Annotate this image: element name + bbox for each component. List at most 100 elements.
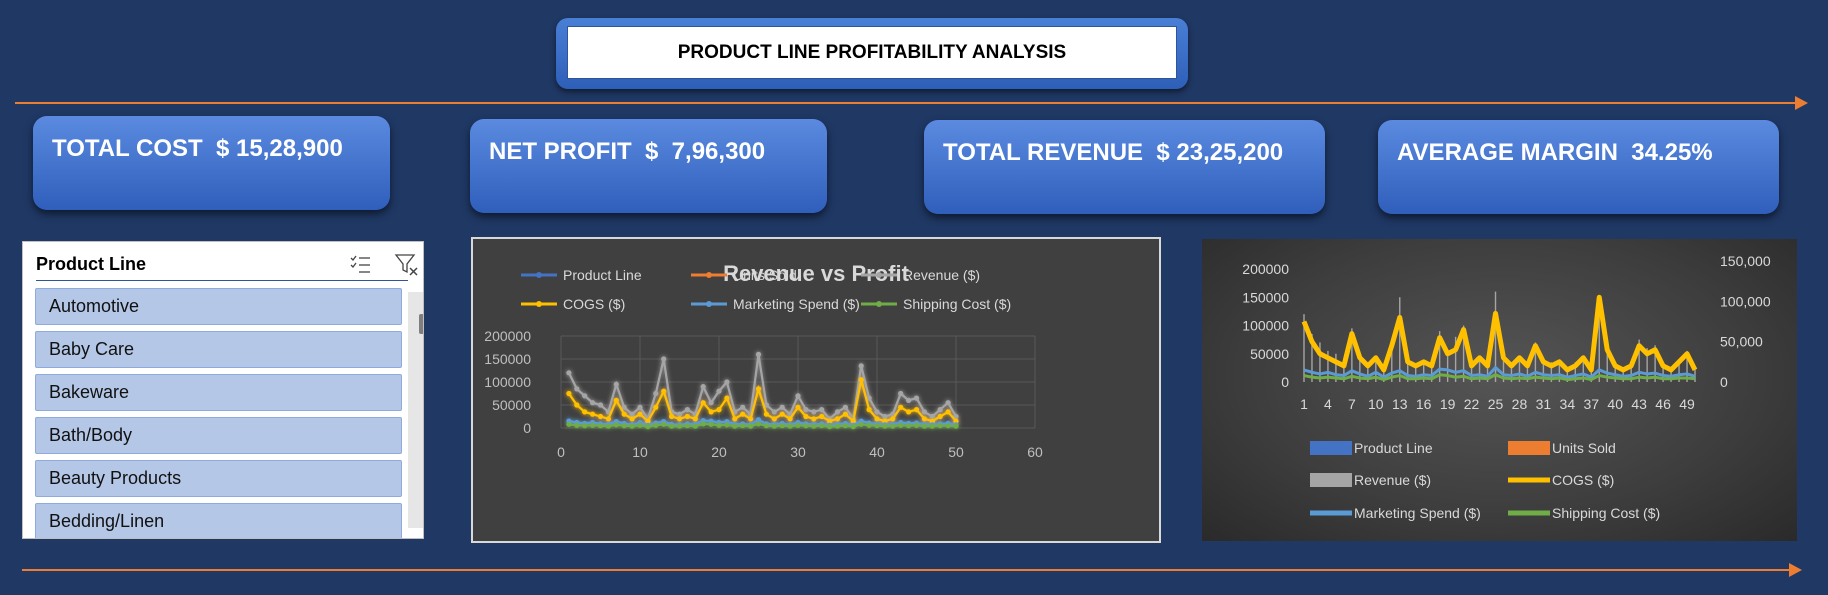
bar-revenue (1534, 342, 1537, 382)
data-point-cogs (874, 416, 880, 422)
legend-label-cogs: COGS ($) (1552, 472, 1614, 488)
slicer-item-bakeware[interactable]: Bakeware (35, 374, 402, 411)
data-point-revenue (866, 395, 872, 401)
data-point-revenue (590, 400, 596, 406)
data-point-cogs (763, 411, 769, 417)
data-point-cogs (834, 416, 841, 422)
slicer-item-bath-body[interactable]: Bath/Body (35, 417, 402, 454)
data-point-cogs (827, 418, 833, 424)
data-point-cogs (692, 416, 698, 422)
data-point-cogs (676, 416, 683, 422)
legend-label-product-line: Product Line (563, 267, 642, 283)
bar-revenue (1327, 350, 1329, 382)
multi-select-icon[interactable] (348, 252, 374, 278)
data-point-cogs (621, 411, 627, 417)
data-point-shipping-cost (842, 423, 848, 429)
revenue-vs-profit-chart[interactable]: Revenue vs Profit Product Line Units Sold… (471, 237, 1161, 543)
kpi-total-revenue: TOTAL REVENUE $ 23,25,200 (924, 120, 1325, 214)
series-line-marketing-spend (1303, 365, 1696, 379)
data-point-cogs (913, 407, 920, 413)
slicer-scroll-thumb[interactable] (419, 314, 423, 334)
bar-revenue (1407, 362, 1409, 382)
legend-marker-marketing-spend (706, 301, 712, 307)
data-point-revenue (661, 356, 667, 362)
bar-revenue (1311, 333, 1313, 382)
series-line-revenue (567, 354, 957, 422)
bar-revenue (1351, 328, 1353, 382)
data-point-revenue (819, 407, 825, 413)
bar-revenue (1319, 342, 1321, 382)
data-point-cogs (653, 404, 659, 410)
x-tick-label: 20 (711, 444, 727, 460)
slicer-item-automotive[interactable]: Automotive (35, 288, 402, 325)
bar-revenue (1550, 362, 1553, 382)
data-point-cogs (684, 413, 690, 420)
y-tick-label: 100000 (484, 374, 531, 390)
data-point-revenue (953, 413, 959, 420)
clear-filter-icon[interactable] (394, 252, 420, 278)
slicer-item-baby-care[interactable]: Baby Care (35, 331, 402, 368)
data-point-revenue (653, 390, 659, 397)
data-point-revenue (755, 351, 762, 357)
data-point-cogs (882, 418, 888, 424)
data-point-cogs (945, 409, 951, 415)
bar-revenue (1343, 362, 1345, 382)
data-point-shipping-cost (661, 421, 667, 427)
legend-swatch-revenue (1310, 473, 1352, 487)
y-right-tick-label: 100,000 (1720, 293, 1771, 309)
bar-revenue (1510, 362, 1513, 382)
data-point-shipping-cost (590, 422, 596, 428)
bar-revenue (1430, 365, 1433, 382)
data-point-shipping-cost (629, 423, 635, 429)
y-tick-label: 150000 (484, 351, 531, 367)
data-point-shipping-cost (921, 423, 927, 429)
data-point-cogs (898, 404, 904, 410)
data-point-cogs (787, 416, 793, 422)
product-line-combo-chart[interactable]: 0 50000 100000 150000 200000 0 50,000 100,000 15… (1202, 239, 1797, 541)
x-tick-label: 22 (1464, 396, 1480, 412)
legend-marker-revenue (876, 272, 882, 278)
bottom-divider-line (22, 569, 1789, 571)
bar-revenue (1598, 305, 1600, 382)
data-point-shipping-cost (740, 423, 746, 429)
x-tick-label: 13 (1392, 396, 1408, 412)
data-point-cogs (819, 413, 825, 420)
slicer-item-beauty-products[interactable]: Beauty Products (35, 460, 402, 497)
y-left-tick-label: 0 (1281, 374, 1289, 390)
bar-revenue (1470, 362, 1473, 382)
y-right-tick-label: 0 (1720, 374, 1728, 390)
data-point-shipping-cost (945, 423, 951, 429)
x-tick-label: 34 (1560, 396, 1576, 412)
data-point-revenue (740, 404, 746, 410)
product-line-slicer[interactable]: Product Line Automotive Baby Care Bakewa… (22, 241, 424, 539)
data-point-shipping-cost (858, 421, 864, 427)
product-line-combo-chart-svg: 0 50000 100000 150000 200000 0 50,000 100,000 15… (1242, 253, 1771, 521)
data-point-shipping-cost (763, 423, 769, 429)
data-point-shipping-cost (692, 423, 698, 429)
y-left-tick-label: 150000 (1242, 289, 1289, 305)
data-point-revenue (621, 404, 627, 410)
data-point-revenue (921, 409, 927, 415)
data-point-cogs (866, 407, 872, 413)
bar-revenue (1638, 339, 1640, 382)
data-point-cogs (661, 388, 667, 394)
data-point-shipping-cost (716, 422, 722, 428)
data-point-cogs (921, 416, 927, 422)
data-point-cogs (795, 404, 801, 410)
data-point-revenue (945, 400, 951, 406)
data-point-cogs (597, 413, 604, 420)
bar-revenue (1542, 359, 1545, 382)
y-right-tick-label: 150,000 (1720, 253, 1771, 269)
x-tick-label: 31 (1536, 396, 1552, 412)
data-point-revenue (708, 400, 714, 406)
data-point-shipping-cost (748, 423, 754, 429)
data-point-shipping-cost (779, 423, 785, 429)
data-point-shipping-cost (811, 423, 817, 429)
bar-revenue (1375, 356, 1377, 382)
data-point-shipping-cost (850, 424, 856, 430)
slicer-item-bedding-linen[interactable]: Bedding/Linen (35, 503, 402, 538)
data-point-shipping-cost (708, 421, 714, 427)
data-point-shipping-cost (913, 422, 920, 428)
bar-revenue (1614, 362, 1616, 382)
slicer-scrollbar[interactable] (408, 292, 423, 528)
